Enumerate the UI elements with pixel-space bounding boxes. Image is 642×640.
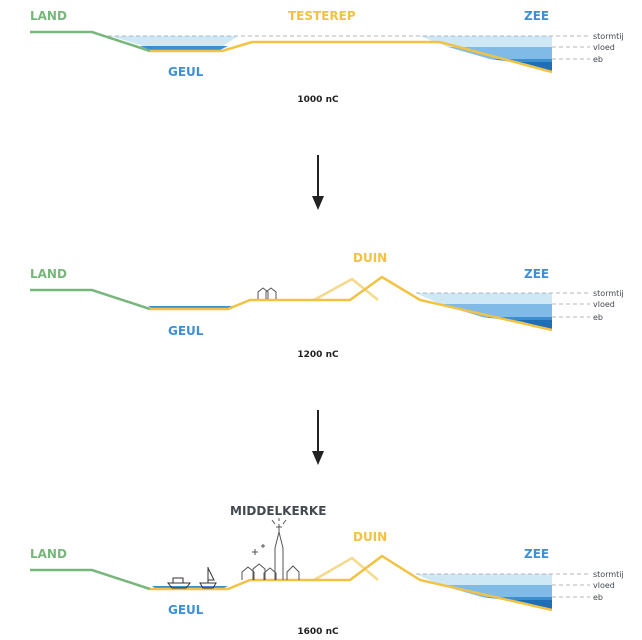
land-profile xyxy=(30,30,151,53)
testerep-label: TESTEREP xyxy=(288,9,356,23)
geul-label: GEUL xyxy=(168,603,204,617)
land-profile xyxy=(30,288,151,311)
house-icon xyxy=(257,287,277,299)
geul-label: GEUL xyxy=(168,65,204,79)
land-label: LAND xyxy=(30,267,67,281)
zee-label: ZEE xyxy=(524,267,549,281)
level-label-vloed: vloed xyxy=(593,43,615,52)
sea-layer-stormtij xyxy=(416,293,552,304)
panel-1000: LAND TESTEREP ZEE GEUL stormtij vloed eb… xyxy=(30,9,624,105)
sand-profile xyxy=(150,275,553,332)
arrow-down-icon xyxy=(312,155,324,210)
sparkle-icon xyxy=(252,544,265,555)
zee-label: ZEE xyxy=(524,547,549,561)
sea-layer-vloed xyxy=(440,585,552,597)
level-label-vloed: vloed xyxy=(593,581,615,590)
sea-layer-stormtij xyxy=(416,574,552,585)
level-label-stormtij: stormtij xyxy=(593,289,624,298)
sand-profile xyxy=(150,40,553,74)
zee-label: ZEE xyxy=(524,9,549,23)
geul-label: GEUL xyxy=(168,324,204,338)
old-dune-ghost xyxy=(313,556,379,582)
middelkerke-label: MIDDELKERKE xyxy=(230,504,326,518)
level-label-eb: eb xyxy=(593,593,603,602)
level-label-stormtij: stormtij xyxy=(593,570,624,579)
sand-profile xyxy=(150,554,553,612)
panel-1600: MIDDELKERKE LAND DUIN ZEE GEUL stormtij … xyxy=(30,504,624,637)
panel-1200: LAND DUIN ZEE GEUL stormtij vloed eb 120… xyxy=(30,251,624,360)
date-label-1600: 1600 nC xyxy=(297,627,339,637)
church-icon xyxy=(271,518,287,580)
arrow-down-icon xyxy=(312,410,324,465)
sea-layer-vloed xyxy=(440,304,552,317)
town-houses xyxy=(241,563,300,580)
geul-water xyxy=(110,36,238,48)
duin-label: DUIN xyxy=(353,251,387,265)
land-profile xyxy=(30,568,151,591)
date-label-1200: 1200 nC xyxy=(297,350,339,360)
old-dune-ghost xyxy=(313,277,379,302)
date-label-1000: 1000 nC xyxy=(297,95,339,105)
sailboat-icon xyxy=(199,567,217,589)
level-label-vloed: vloed xyxy=(593,300,615,309)
geul-water-deep xyxy=(140,46,228,50)
boat-icon xyxy=(166,577,192,589)
level-label-eb: eb xyxy=(593,55,603,64)
land-label: LAND xyxy=(30,547,67,561)
land-label: LAND xyxy=(30,9,67,23)
duin-label: DUIN xyxy=(353,530,387,544)
level-label-eb: eb xyxy=(593,313,603,322)
level-label-stormtij: stormtij xyxy=(593,32,624,41)
